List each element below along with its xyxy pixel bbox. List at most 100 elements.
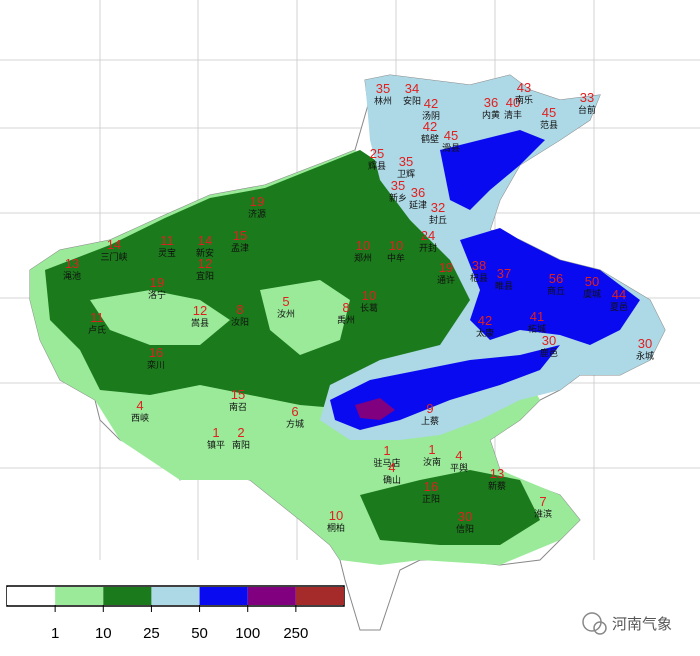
watermark: 河南气象	[582, 612, 672, 635]
station-value: 1	[212, 425, 219, 440]
station-value: 45	[444, 128, 458, 143]
station-value: 33	[580, 90, 594, 105]
station-name: 安阳	[403, 95, 421, 107]
station-value: 19	[250, 194, 264, 209]
station-name: 驻马店	[373, 457, 400, 469]
station-name: 新蔡	[488, 480, 506, 492]
station-value: 10	[389, 238, 403, 253]
station-name: 方城	[286, 418, 304, 430]
station-value: 8	[342, 300, 349, 315]
station-value: 4	[455, 448, 462, 463]
station-value: 41	[530, 309, 544, 324]
station-name: 淮滨	[534, 508, 552, 520]
station-name: 嵩县	[191, 318, 209, 329]
station-value: 42	[423, 119, 437, 134]
station-name: 虞城	[583, 288, 601, 300]
station-value: 12	[193, 303, 207, 318]
station-name: 内黄	[482, 109, 500, 121]
station-value: 35	[391, 178, 405, 193]
station-name: 孟津	[231, 243, 249, 254]
station-value: 35	[376, 81, 390, 96]
station-name: 台前	[578, 104, 596, 116]
station-name: 镇平	[207, 439, 225, 451]
station-name: 汝阳	[231, 316, 249, 328]
station-value: 16	[424, 479, 438, 494]
station-value: 6	[291, 404, 298, 419]
station-name: 渑池	[63, 270, 81, 282]
rain-areas	[29, 74, 666, 631]
station-name: 三门峡	[100, 251, 127, 263]
station-value: 8	[236, 302, 243, 317]
station-name: 南乐	[515, 94, 533, 106]
station-name: 卫辉	[397, 169, 415, 180]
legend-swatch	[103, 587, 152, 605]
station-name: 睢县	[495, 280, 513, 292]
station-name: 信阳	[456, 523, 474, 535]
station-name: 郑州	[354, 252, 372, 264]
station-name: 南召	[229, 401, 247, 413]
station-name: 范县	[540, 119, 558, 131]
legend: 1 10 25 50 100 250	[6, 585, 345, 642]
station-name: 夏邑	[610, 302, 628, 313]
station-name: 太康	[476, 327, 494, 339]
legend-label: 1	[51, 625, 59, 642]
station-name: 柘城	[528, 323, 546, 335]
station-name: 商丘	[547, 285, 565, 297]
legend-label: 25	[143, 625, 160, 642]
station-name: 禹州	[337, 314, 355, 326]
station-value: 10	[356, 238, 370, 253]
station-value: 10	[329, 508, 343, 523]
station-value: 7	[539, 494, 546, 509]
station-value: 15	[233, 228, 247, 243]
station-name: 灵宝	[158, 247, 176, 259]
station-value: 42	[424, 96, 438, 111]
station-value: 13	[490, 466, 504, 481]
legend-swatch	[247, 587, 296, 605]
station-value: 56	[549, 271, 563, 286]
station-name: 清丰	[504, 109, 522, 121]
station-name: 汝州	[277, 308, 295, 320]
legend-swatch	[55, 587, 104, 605]
station-value: 38	[472, 258, 486, 273]
station-value: 1	[428, 442, 435, 457]
station-name: 延津	[409, 199, 427, 211]
station-value: 32	[431, 200, 445, 215]
station-value: 24	[421, 228, 435, 243]
station-value: 30	[542, 333, 556, 348]
station-name: 永城	[636, 350, 654, 362]
station-value: 45	[542, 105, 556, 120]
legend-swatch	[295, 587, 344, 605]
station-value: 40	[506, 95, 520, 110]
station-value: 35	[399, 154, 413, 169]
station-name: 栾川	[147, 359, 165, 371]
station-name: 杞县	[470, 272, 488, 284]
station-name: 确山	[383, 474, 401, 486]
legend-swatch	[151, 587, 200, 605]
station-name: 新乡	[389, 192, 407, 204]
station-name: 开封	[419, 242, 437, 254]
station-name: 上蔡	[421, 415, 439, 427]
station-name: 洛宁	[148, 289, 166, 301]
legend-label: 10	[95, 625, 112, 642]
legend-swatch	[7, 587, 56, 605]
station-value: 14	[107, 237, 121, 252]
station-name: 济源	[248, 208, 266, 220]
station-name: 宜阳	[196, 270, 214, 282]
station-value: 13	[65, 256, 79, 271]
watermark-text: 河南气象	[612, 615, 672, 633]
station-name: 平舆	[450, 462, 468, 474]
station-value: 5	[282, 294, 289, 309]
station-value: 36	[411, 185, 425, 200]
station-name: 桐柏	[327, 522, 345, 534]
legend-label: 100	[235, 625, 260, 642]
station-value: 14	[198, 233, 212, 248]
station-value: 15	[231, 387, 245, 402]
station-value: 10	[362, 288, 376, 303]
station-value: 43	[517, 80, 531, 95]
station-value: 37	[497, 266, 511, 281]
station-name: 辉县	[368, 161, 386, 172]
station-name: 汤阴	[422, 111, 440, 122]
station-name: 滑县	[442, 143, 460, 154]
station-value: 12	[198, 256, 212, 271]
legend-label: 50	[191, 625, 208, 642]
